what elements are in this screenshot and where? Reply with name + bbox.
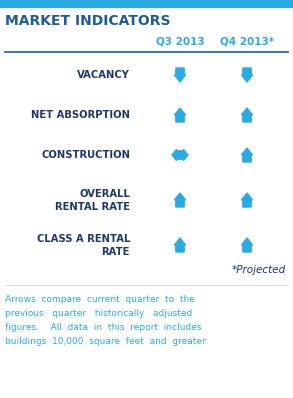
Polygon shape	[175, 193, 185, 207]
Polygon shape	[175, 108, 185, 122]
Polygon shape	[175, 238, 185, 252]
Text: figures.    All  data  in  this  report  includes: figures. All data in this report include…	[5, 323, 202, 332]
Text: previous   quarter   historically   adjusted: previous quarter historically adjusted	[5, 309, 192, 318]
Text: OVERALL: OVERALL	[79, 189, 130, 199]
Text: RENTAL RATE: RENTAL RATE	[55, 202, 130, 212]
Polygon shape	[241, 68, 253, 82]
Text: CONSTRUCTION: CONSTRUCTION	[41, 150, 130, 160]
Text: *Projected: *Projected	[232, 265, 286, 275]
Text: MARKET INDICATORS: MARKET INDICATORS	[5, 14, 171, 28]
Text: buildings  10,000  square  feet  and  greater.: buildings 10,000 square feet and greater…	[5, 337, 208, 346]
Polygon shape	[241, 238, 253, 252]
Polygon shape	[241, 148, 253, 162]
Text: NET ABSORPTION: NET ABSORPTION	[31, 110, 130, 120]
Text: Arrows  compare  current  quarter  to  the: Arrows compare current quarter to the	[5, 295, 195, 304]
Text: Q3 2013: Q3 2013	[156, 36, 204, 46]
Text: Q4 2013*: Q4 2013*	[220, 36, 274, 46]
Polygon shape	[172, 150, 188, 160]
Polygon shape	[241, 193, 253, 207]
Polygon shape	[241, 108, 253, 122]
Text: VACANCY: VACANCY	[77, 70, 130, 80]
Text: RATE: RATE	[102, 247, 130, 257]
Polygon shape	[175, 68, 185, 82]
Text: CLASS A RENTAL: CLASS A RENTAL	[37, 234, 130, 244]
Bar	[0, 0, 293, 8]
